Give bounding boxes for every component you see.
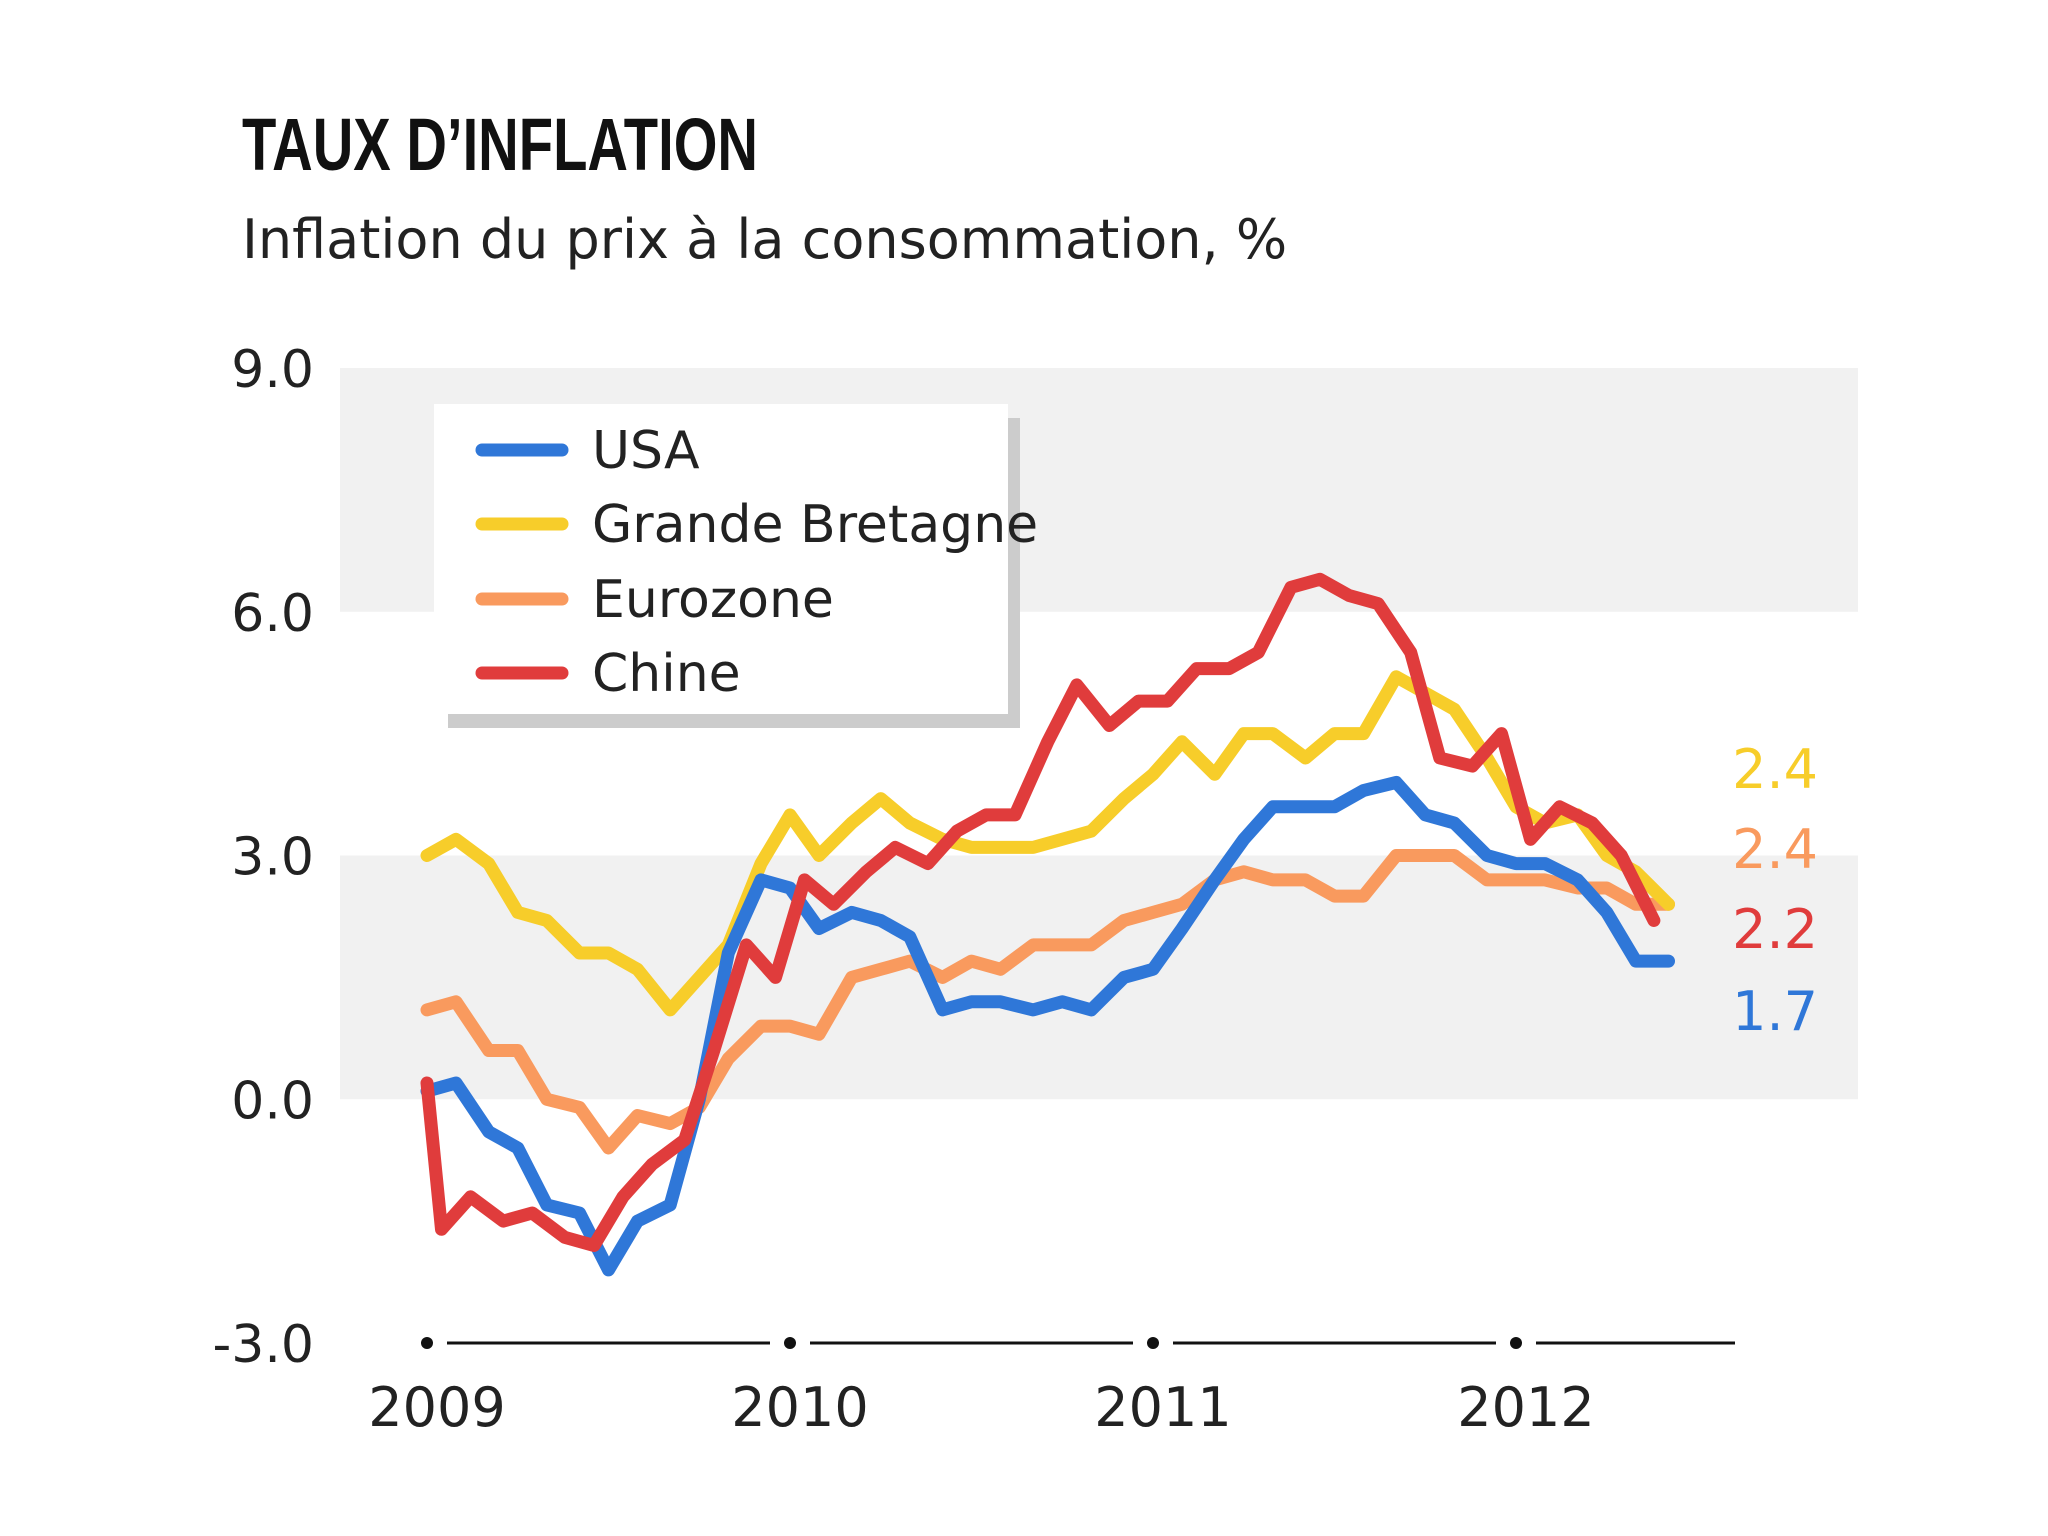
y-tick-label: -3.0 xyxy=(213,1315,314,1375)
series-lines xyxy=(420,572,1675,1277)
series-line-chine xyxy=(420,572,1661,1252)
y-tick-label: 3.0 xyxy=(231,828,314,888)
legend-label-chine: Chine xyxy=(592,644,741,704)
series-line-eurozone xyxy=(420,849,1675,1155)
chart-title: TAUX D’INFLATION xyxy=(242,103,758,186)
shaded-band-1 xyxy=(340,855,1858,1100)
end-label-chine: 2.2 xyxy=(1732,898,1818,961)
y-tick-label: 9.0 xyxy=(231,340,314,400)
end-value-labels: 2.4 2.4 2.2 1.7 xyxy=(1732,738,1818,1043)
y-tick-label: 0.0 xyxy=(231,1071,314,1131)
legend-label-grande-bretagne: Grande Bretagne xyxy=(592,495,1038,555)
x-tick-dot xyxy=(1510,1337,1522,1349)
legend-label-usa: USA xyxy=(592,421,700,481)
chart-subtitle: Inflation du prix à la consommation, % xyxy=(242,208,1287,271)
x-tick-label: 2009 xyxy=(368,1376,505,1439)
series-line-usa xyxy=(420,775,1675,1277)
x-tick-dot xyxy=(421,1337,433,1349)
x-tick-dot xyxy=(784,1337,796,1349)
x-tick-label: 2010 xyxy=(731,1376,868,1439)
y-tick-label: 6.0 xyxy=(231,584,314,644)
end-label-eurozone: 2.4 xyxy=(1732,818,1818,881)
legend: USA Grande Bretagne Eurozone Chine xyxy=(434,404,1038,728)
x-tick-label: 2012 xyxy=(1457,1376,1594,1439)
legend-label-eurozone: Eurozone xyxy=(592,570,834,630)
x-tick-label: 2011 xyxy=(1094,1376,1231,1439)
end-label-usa: 1.7 xyxy=(1732,980,1818,1043)
x-tick-dot xyxy=(1147,1337,1159,1349)
series-line-grande-bretagne xyxy=(420,670,1675,1017)
end-label-grande-bretagne: 2.4 xyxy=(1732,738,1818,801)
y-axis-ticks: 9.0 6.0 3.0 0.0 -3.0 xyxy=(213,340,314,1375)
x-axis: 2009 2010 2011 2012 xyxy=(368,1337,1735,1439)
